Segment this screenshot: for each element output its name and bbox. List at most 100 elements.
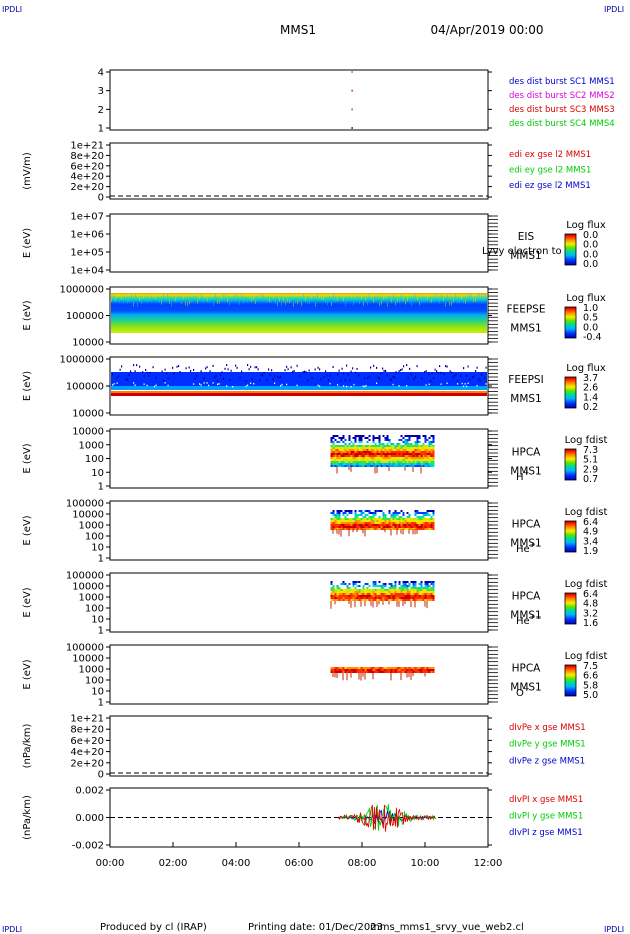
hpca-cell (382, 465, 385, 467)
y-axis-label: E (eV) (22, 300, 33, 330)
hpca-cell (338, 516, 341, 518)
hpca-cell (418, 435, 421, 437)
hpca-cell (428, 459, 431, 461)
hpca-cell (360, 449, 363, 451)
hpca-cell (424, 463, 427, 465)
hpca-cell (404, 597, 407, 599)
hpca-cell (348, 589, 351, 591)
hpca-cell (430, 522, 433, 524)
hpca-cell (338, 599, 341, 601)
colorbar-title: Log flux (566, 220, 606, 231)
feepse-noise (395, 301, 396, 306)
hpca-cell (426, 667, 429, 669)
hpca-cell (348, 459, 351, 461)
hpca-cell (418, 518, 421, 520)
hpca-cell (430, 526, 433, 528)
hpca-cell (346, 595, 349, 597)
hpca-cell (420, 528, 423, 530)
feepse-noise (345, 302, 346, 307)
feepsi-speck (439, 365, 441, 368)
hpca-cell (378, 528, 381, 530)
hpca-cell (356, 591, 359, 593)
feepsi-speck (472, 376, 474, 379)
hpca-cell (396, 512, 399, 514)
hpca-cell (336, 459, 339, 461)
y-tick-label: 0 (98, 193, 104, 204)
feepse-noise (279, 297, 280, 302)
hpca-cell (396, 599, 399, 601)
hpca-cell (352, 595, 355, 597)
hpca-cell (374, 459, 377, 461)
hpca-cell (348, 453, 351, 455)
feepse-noise (147, 298, 148, 303)
hpca-cell (388, 593, 391, 595)
hpca-cell (422, 595, 425, 597)
y-tick-label: 8e+20 (70, 725, 104, 736)
feepse-noise (341, 293, 342, 298)
feepsi-speck (266, 379, 268, 382)
hpca-cell (398, 520, 401, 522)
hpca-cell (362, 593, 365, 595)
hpca-cell (374, 667, 377, 669)
hpca-cell (414, 669, 417, 671)
hpca-cell (388, 667, 391, 669)
hpca-cell (348, 591, 351, 593)
hpca-cell (382, 522, 385, 524)
hpca-cell (368, 465, 371, 467)
hpca-cell (404, 583, 407, 585)
hpca-cell (420, 524, 423, 526)
y-tick-label: 1000 (79, 665, 104, 676)
hpca-cell (340, 518, 343, 520)
feepse-noise (459, 299, 460, 304)
feepsi-gap (337, 384, 339, 386)
feepsi-speck (446, 365, 448, 368)
hpca-cell (370, 518, 373, 520)
hpca-cell (392, 514, 395, 516)
hpca-cell (414, 526, 417, 528)
hpca-tail (372, 601, 374, 608)
hpca-cell (392, 449, 395, 451)
y-tick-label: 10 (91, 687, 104, 698)
hpca-cell (382, 518, 385, 520)
hpca-cell (408, 447, 411, 449)
hpca-cell (370, 451, 373, 453)
feepsi-gap (463, 385, 465, 388)
y-tick-label: 3 (98, 86, 104, 97)
hpca-tail (358, 673, 360, 680)
hpca-cell (396, 443, 399, 445)
hpca-cell (416, 449, 419, 451)
hpca-cell (342, 453, 345, 455)
hpca-cell (344, 520, 347, 522)
hpca-cell (398, 463, 401, 465)
hpca-cell (426, 581, 429, 583)
hpca-cell (376, 520, 379, 522)
hpca-cell (432, 597, 435, 599)
feepsi-gap (226, 385, 228, 387)
hpca-cell (332, 449, 335, 451)
legend-entry: des dist burst SC1 MMS1 (509, 77, 615, 87)
hpca-cell (338, 667, 341, 669)
hpca-cell (388, 451, 391, 453)
y-tick-label: -0.002 (72, 841, 104, 852)
hpca-cell (420, 445, 423, 447)
hpca-cell (422, 524, 425, 526)
hpca-cell (332, 587, 335, 589)
hpca-cell (340, 457, 343, 459)
hpca-cell (428, 510, 431, 512)
feepse-noise (371, 294, 372, 299)
hpca-cell (388, 457, 391, 459)
feepse-noise (129, 298, 130, 303)
feepse-noise (407, 297, 408, 302)
instrument-label: HPCA (512, 519, 542, 531)
hpca-cell (416, 522, 419, 524)
hpca-cell (406, 524, 409, 526)
hpca-cell (372, 451, 375, 453)
hpca-cell (386, 449, 389, 451)
hpca-cell (402, 595, 405, 597)
hpca-tail (398, 601, 400, 607)
hpca-cell (430, 465, 433, 467)
feepse-noise (175, 297, 176, 302)
feepsi-speck (139, 365, 141, 368)
hpca-cell (330, 457, 333, 459)
